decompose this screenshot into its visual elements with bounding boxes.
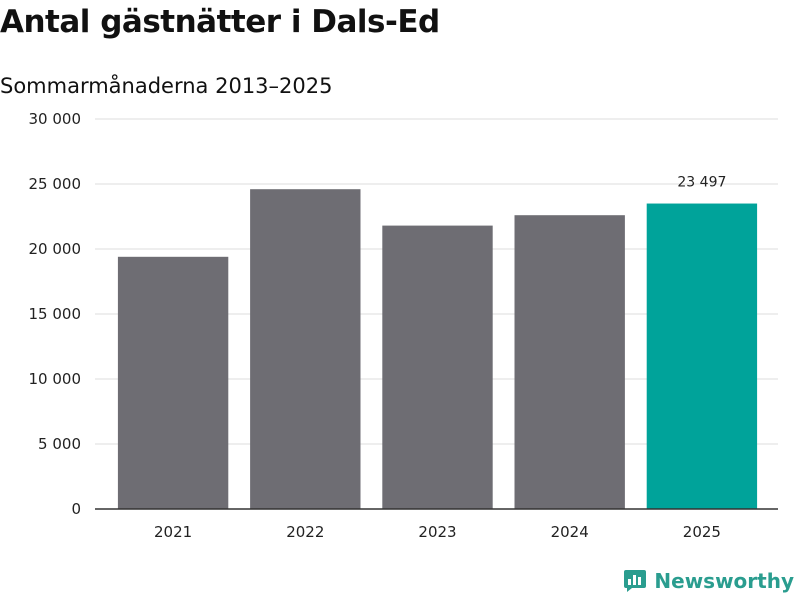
brand-name: Newsworthy [654,569,794,593]
x-tick-label: 2024 [551,523,589,541]
y-tick-label: 15 000 [29,305,82,323]
y-tick-label: 5 000 [38,435,81,453]
bar [382,225,493,509]
chart-subtitle: Sommarmånaderna 2013–2025 [0,74,333,98]
bar [646,203,758,509]
bar [514,215,625,509]
y-tick-label: 0 [71,500,81,518]
data-label: 23 497 [677,175,726,191]
chart-title: Antal gästnätter i Dals-Ed [0,4,440,40]
y-tick-label: 30 000 [29,110,82,128]
x-tick-label: 2023 [418,523,456,541]
brand-logo: Newsworthy [622,568,794,594]
bar [250,189,361,509]
y-tick-label: 20 000 [29,240,82,258]
x-tick-label: 2021 [154,523,192,541]
y-tick-label: 10 000 [29,370,82,388]
newsworthy-logo-icon [624,570,647,592]
y-tick-label: 25 000 [29,175,82,193]
x-tick-label: 2025 [683,523,721,541]
bar [117,256,229,509]
x-tick-label: 2022 [286,523,324,541]
